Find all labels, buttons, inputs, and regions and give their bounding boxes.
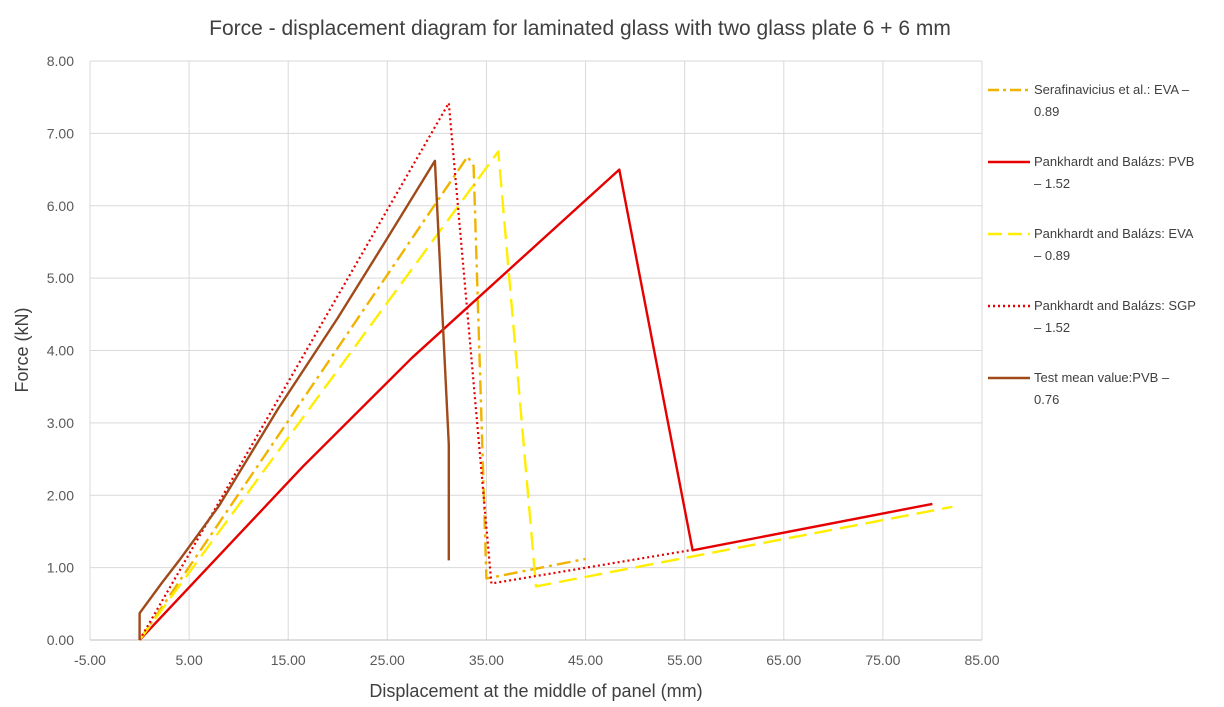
legend-label-0: Serafinavicius et al.: EVA – — [1034, 82, 1190, 97]
legend-label-4: 0.76 — [1034, 392, 1059, 407]
chart-title: Force - displacement diagram for laminat… — [209, 17, 951, 40]
y-axis-title: Force (kN) — [12, 308, 32, 393]
legend: Serafinavicius et al.: EVA – 0.89 Pankhard… — [988, 82, 1196, 407]
legend-label-1: – 1.52 — [1034, 176, 1070, 191]
x-tick-label: 15.00 — [271, 652, 306, 668]
legend-label-4: Test mean value:PVB – — [1034, 370, 1170, 385]
series-line-4 — [138, 159, 450, 640]
legend-label-1: Pankhardt and Balázs: PVB — [1034, 154, 1194, 169]
y-tick-labels: 0.00 1.00 2.00 3.00 4.00 5.00 6.00 7.00 8.00 — [47, 53, 74, 648]
x-tick-label: 75.00 — [865, 652, 900, 668]
series-lines — [138, 101, 953, 641]
y-tick-label: 0.00 — [47, 632, 74, 648]
x-tick-label: 35.00 — [469, 652, 504, 668]
legend-label-0: 0.89 — [1034, 104, 1059, 119]
x-tick-label: 55.00 — [667, 652, 702, 668]
legend-label-2: Pankhardt and Balázs: EVA — [1034, 226, 1194, 241]
legend-label-3: Pankhardt and Balázs: SGP — [1034, 298, 1196, 313]
legend-label-3: – 1.52 — [1034, 320, 1070, 335]
y-tick-label: 7.00 — [47, 125, 74, 141]
x-tick-label: 85.00 — [964, 652, 999, 668]
y-tick-label: 4.00 — [47, 343, 74, 359]
series-line-2 — [138, 150, 953, 641]
series-line-3 — [138, 101, 695, 641]
series-line-1 — [138, 168, 933, 641]
legend-label-2: – 0.89 — [1034, 248, 1070, 263]
y-tick-label: 8.00 — [47, 53, 74, 69]
x-axis-title: Displacement at the middle of panel (mm) — [369, 681, 702, 701]
x-tick-labels: -5.00 5.00 15.00 25.00 35.00 45.00 55.00 65.00 7… — [74, 652, 1000, 668]
y-tick-label: 1.00 — [47, 560, 74, 576]
y-tick-label: 3.00 — [47, 415, 74, 431]
x-tick-label: 65.00 — [766, 652, 801, 668]
x-tick-label: 45.00 — [568, 652, 603, 668]
y-tick-label: 5.00 — [47, 270, 74, 286]
y-tick-label: 6.00 — [47, 198, 74, 214]
x-tick-label: 5.00 — [175, 652, 202, 668]
x-tick-label: 25.00 — [370, 652, 405, 668]
series-line-0 — [138, 155, 586, 641]
y-tick-label: 2.00 — [47, 487, 74, 503]
x-tick-label: -5.00 — [74, 652, 106, 668]
